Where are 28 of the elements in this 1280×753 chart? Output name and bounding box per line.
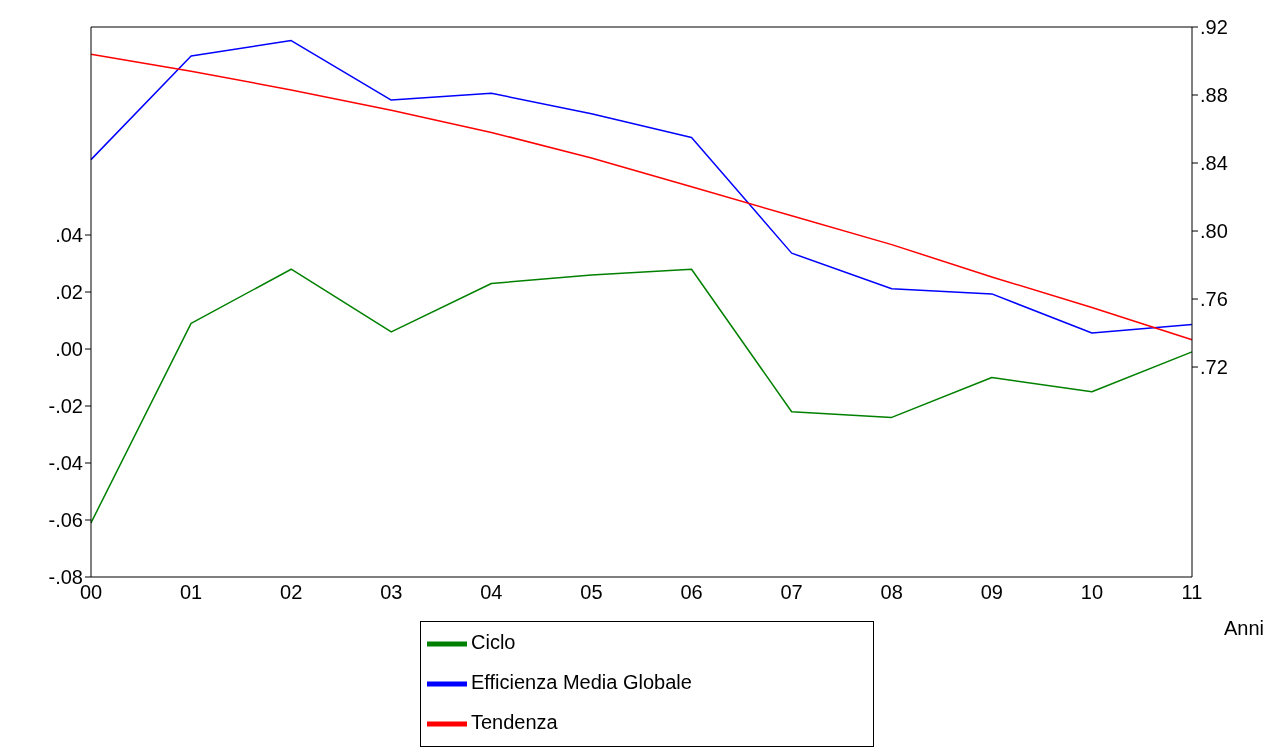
x-tick-label: 02: [280, 581, 303, 604]
y-tick-label: -.06: [48, 509, 83, 532]
y2-tick-label: .80: [1200, 220, 1228, 243]
y2-tick-label: .84: [1200, 152, 1228, 175]
legend-label: Tendenza: [471, 711, 558, 734]
y-tick-label: .00: [55, 338, 83, 361]
y2-tick-label: .76: [1200, 288, 1228, 311]
y2-tick-label: .72: [1200, 356, 1228, 379]
x-tick-label: 07: [780, 581, 803, 604]
x-tick-label: 05: [580, 581, 603, 604]
legend-label: Ciclo: [471, 631, 516, 654]
y-tick-label: -.02: [48, 395, 83, 418]
y2-tick-label: .88: [1200, 84, 1228, 107]
y-tick-label: .04: [55, 224, 83, 247]
x-tick-label: 01: [179, 581, 203, 604]
x-tick-label: 03: [380, 581, 403, 604]
y-tick-label: -.04: [48, 452, 83, 475]
x-tick-label: 08: [880, 581, 903, 604]
x-tick-label: 06: [680, 581, 703, 604]
x-tick-label: 09: [980, 581, 1003, 604]
line-series: [90, 268, 1193, 524]
x-tick-label: 10: [1080, 581, 1104, 604]
x-tick-label: 11: [1181, 581, 1203, 604]
x-axis-title: Anni: [1223, 617, 1265, 639]
x-tick-label: 04: [480, 581, 503, 604]
y-tick-label: .02: [55, 281, 83, 304]
y2-tick-label: .92: [1200, 16, 1228, 39]
legend-label: Efficienza Media Globale: [471, 671, 692, 694]
